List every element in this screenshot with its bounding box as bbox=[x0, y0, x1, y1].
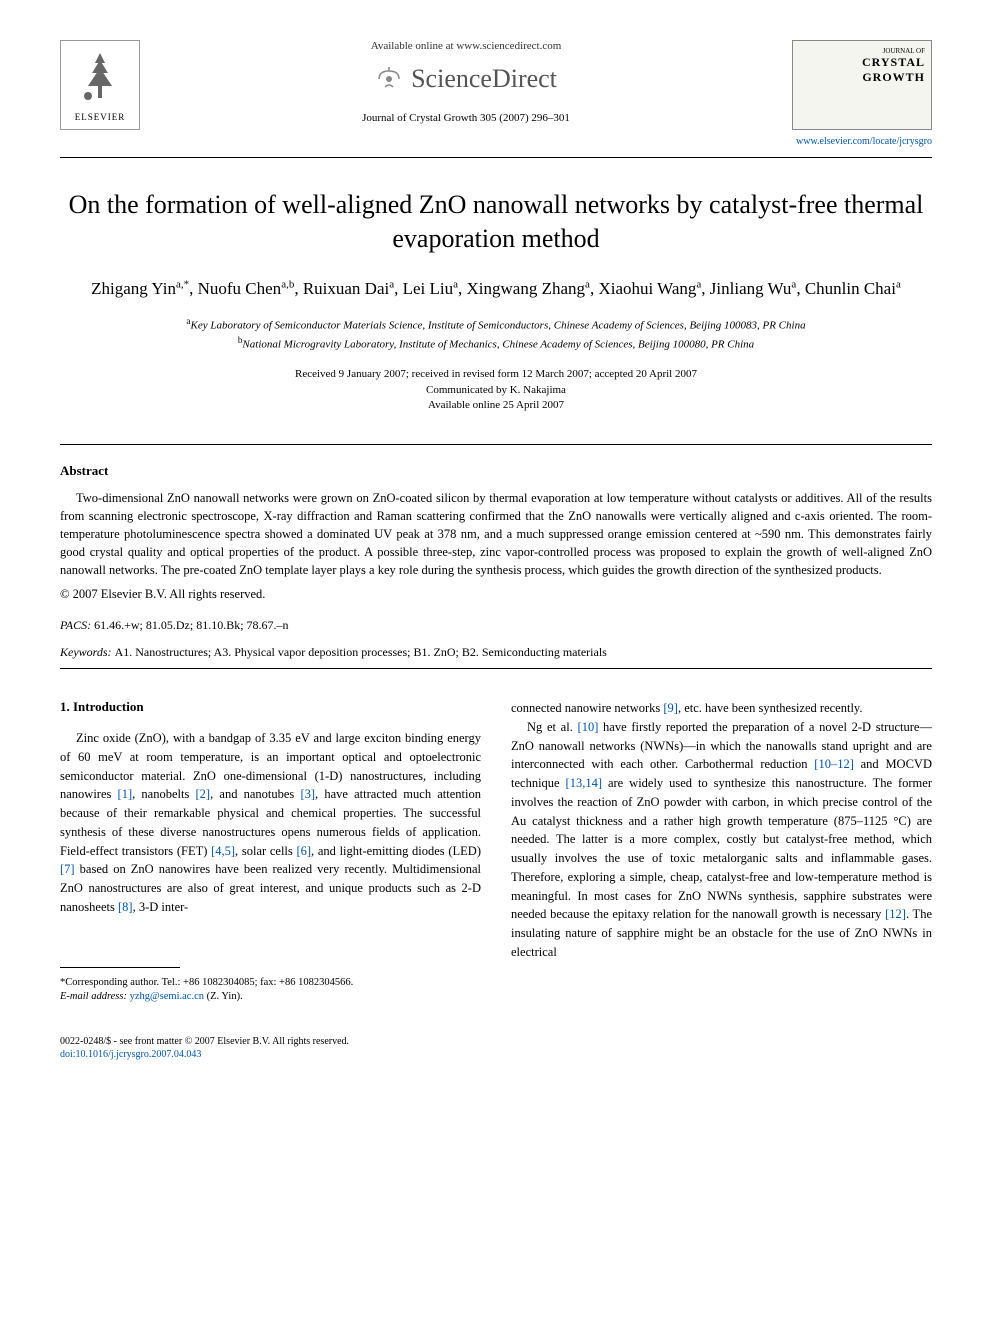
journal-cover-box: JOURNAL OF CRYSTAL GROWTH bbox=[792, 40, 932, 130]
available-online-text: Available online at www.sciencedirect.co… bbox=[140, 40, 792, 52]
affiliation-a: aKey Laboratory of Semiconductor Materia… bbox=[60, 315, 932, 334]
journal-of-label: JOURNAL OF bbox=[799, 47, 925, 55]
corresponding-email-line: E-mail address: yzhg@semi.ac.cn (Z. Yin)… bbox=[60, 990, 481, 1005]
corresponding-author-footnote: *Corresponding author. Tel.: +86 1082304… bbox=[60, 976, 481, 1005]
sciencedirect-brand: ScienceDirect bbox=[140, 64, 792, 94]
elsevier-tree-icon bbox=[70, 48, 130, 108]
authors-list: Zhigang Yina,*, Nuofu Chena,b, Ruixuan D… bbox=[60, 276, 932, 302]
abstract-top-divider bbox=[60, 444, 932, 445]
affiliations: aKey Laboratory of Semiconductor Materia… bbox=[60, 315, 932, 353]
intro-paragraph-1: Zinc oxide (ZnO), with a bandgap of 3.35… bbox=[60, 729, 481, 917]
journal-url-link[interactable]: www.elsevier.com/locate/jcrysgro bbox=[792, 136, 932, 147]
elsevier-logo: ELSEVIER bbox=[60, 40, 140, 130]
abstract-text: Two-dimensional ZnO nanowall networks we… bbox=[60, 489, 932, 580]
pacs-label: PACS: bbox=[60, 618, 91, 632]
communicated-by: Communicated by K. Nakajima bbox=[60, 383, 932, 398]
affiliation-b: bNational Microgravity Laboratory, Insti… bbox=[60, 334, 932, 353]
abstract-heading: Abstract bbox=[60, 463, 932, 479]
right-column: connected nanowire networks [9], etc. ha… bbox=[511, 699, 932, 1061]
abstract-copyright: © 2007 Elsevier B.V. All rights reserved… bbox=[60, 587, 932, 602]
keywords-value: A1. Nanostructures; A3. Physical vapor d… bbox=[115, 645, 607, 659]
sciencedirect-icon bbox=[375, 65, 403, 93]
footer-line: 0022-0248/$ - see front matter © 2007 El… bbox=[60, 1035, 481, 1061]
journal-name-2: GROWTH bbox=[799, 70, 925, 85]
journal-box-wrapper: JOURNAL OF CRYSTAL GROWTH www.elsevier.c… bbox=[792, 40, 932, 147]
header-row: ELSEVIER Available online at www.science… bbox=[60, 40, 932, 147]
front-matter-text: 0022-0248/$ - see front matter © 2007 El… bbox=[60, 1035, 481, 1048]
online-date: Available online 25 April 2007 bbox=[60, 398, 932, 413]
journal-name-1: CRYSTAL bbox=[799, 55, 925, 70]
keywords-divider bbox=[60, 668, 932, 669]
footnote-separator bbox=[60, 967, 180, 968]
intro-paragraph-2: connected nanowire networks [9], etc. ha… bbox=[511, 699, 932, 718]
introduction-heading: 1. Introduction bbox=[60, 699, 481, 715]
intro-paragraph-3: Ng et al. [10] have firstly reported the… bbox=[511, 718, 932, 962]
sciencedirect-text: ScienceDirect bbox=[411, 64, 557, 94]
article-dates: Received 9 January 2007; received in rev… bbox=[60, 367, 932, 413]
received-date: Received 9 January 2007; received in rev… bbox=[60, 367, 932, 382]
corresponding-tel-fax: *Corresponding author. Tel.: +86 1082304… bbox=[60, 976, 481, 991]
keywords-line: Keywords: A1. Nanostructures; A3. Physic… bbox=[60, 645, 932, 660]
left-column: 1. Introduction Zinc oxide (ZnO), with a… bbox=[60, 699, 481, 1061]
body-two-column: 1. Introduction Zinc oxide (ZnO), with a… bbox=[60, 699, 932, 1061]
email-link[interactable]: yzhg@semi.ac.cn bbox=[130, 991, 204, 1002]
header-divider bbox=[60, 157, 932, 158]
pacs-value: 61.46.+w; 81.05.Dz; 81.10.Bk; 78.67.–n bbox=[94, 618, 288, 632]
email-label: E-mail address: bbox=[60, 991, 127, 1002]
center-header: Available online at www.sciencedirect.co… bbox=[140, 40, 792, 124]
article-title: On the formation of well-aligned ZnO nan… bbox=[60, 188, 932, 256]
keywords-label: Keywords: bbox=[60, 645, 112, 659]
journal-citation: Journal of Crystal Growth 305 (2007) 296… bbox=[140, 112, 792, 124]
doi-link[interactable]: doi:10.1016/j.jcrysgro.2007.04.043 bbox=[60, 1048, 481, 1061]
pacs-line: PACS: 61.46.+w; 81.05.Dz; 81.10.Bk; 78.6… bbox=[60, 618, 932, 633]
elsevier-publisher-name: ELSEVIER bbox=[75, 112, 126, 122]
email-author-name: (Z. Yin). bbox=[207, 991, 243, 1002]
